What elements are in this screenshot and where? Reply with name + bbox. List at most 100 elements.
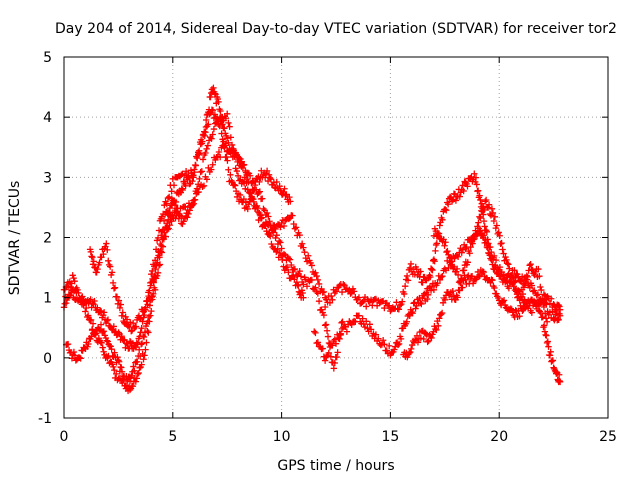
data-point — [540, 291, 548, 298]
data-point — [401, 282, 409, 290]
data-point — [94, 265, 101, 273]
data-point — [448, 255, 455, 262]
data-point — [314, 339, 322, 346]
data-point — [148, 307, 155, 315]
data-point — [151, 286, 159, 294]
data-point — [481, 198, 489, 205]
data-point — [214, 95, 221, 103]
data-point — [290, 272, 297, 279]
data-point — [540, 298, 548, 305]
data-point — [507, 305, 515, 312]
data-point — [110, 285, 118, 292]
data-point — [127, 319, 134, 326]
data-point — [189, 177, 196, 185]
data-point — [431, 258, 438, 265]
data-point — [83, 304, 90, 312]
data-point — [339, 318, 346, 325]
data-point — [256, 178, 263, 186]
data-point — [132, 344, 140, 351]
data-point — [535, 265, 542, 273]
data-point — [154, 259, 161, 266]
data-point — [480, 217, 488, 225]
data-point — [133, 375, 140, 382]
data-point — [113, 293, 121, 301]
data-point — [547, 295, 555, 302]
data-point — [436, 315, 443, 322]
data-point — [395, 306, 403, 313]
data-point — [98, 308, 105, 315]
data-point — [417, 299, 424, 307]
data-point — [277, 239, 284, 246]
data-point — [542, 315, 550, 322]
data-point — [478, 207, 485, 214]
data-point — [201, 132, 208, 140]
data-point — [525, 302, 533, 309]
data-point — [420, 335, 427, 343]
data-point — [202, 149, 209, 157]
data-point — [315, 280, 323, 288]
data-point — [445, 264, 452, 272]
data-point — [82, 308, 89, 315]
data-point — [267, 176, 275, 183]
data-point — [266, 229, 273, 237]
data-point — [424, 338, 431, 346]
data-point — [383, 347, 390, 354]
data-point — [267, 233, 274, 240]
data-point — [480, 268, 487, 276]
x-tick-label: 10 — [273, 429, 291, 445]
data-point — [103, 337, 110, 344]
data-point — [197, 168, 204, 176]
data-point — [245, 201, 252, 208]
data-point — [408, 308, 415, 316]
data-point — [427, 287, 435, 294]
data-point — [231, 153, 238, 160]
data-point — [491, 284, 498, 292]
data-point — [111, 349, 118, 356]
data-point — [435, 322, 442, 330]
data-point — [403, 272, 411, 280]
data-point — [430, 286, 438, 294]
data-point — [194, 154, 201, 162]
data-point — [143, 297, 150, 304]
data-point — [137, 315, 145, 322]
data-point — [350, 317, 358, 325]
data-point — [506, 265, 513, 272]
data-point — [273, 232, 280, 239]
data-point — [159, 226, 167, 233]
data-point — [399, 298, 406, 305]
data-point — [190, 197, 197, 204]
data-point — [466, 250, 473, 257]
data-point — [519, 307, 526, 315]
data-point — [195, 147, 203, 154]
data-point — [407, 348, 414, 356]
data-point — [191, 166, 198, 173]
data-point — [427, 273, 434, 281]
data-point — [488, 276, 495, 283]
data-point — [366, 321, 374, 328]
data-point — [236, 191, 244, 199]
data-point — [381, 341, 388, 348]
data-point — [504, 260, 511, 267]
data-point — [228, 141, 236, 149]
data-point — [516, 312, 523, 320]
data-point — [192, 161, 199, 169]
data-point — [488, 205, 496, 213]
data-point — [121, 336, 128, 344]
data-point — [143, 339, 150, 346]
data-point — [215, 148, 223, 156]
data-point — [256, 188, 264, 195]
data-point — [226, 123, 233, 130]
data-point — [443, 207, 450, 214]
data-point — [100, 348, 107, 355]
data-point — [61, 300, 68, 307]
data-point — [210, 84, 217, 92]
data-point — [359, 298, 366, 306]
grid-lines — [64, 57, 608, 418]
data-point — [88, 253, 95, 260]
data-point — [146, 287, 153, 294]
data-point — [119, 309, 126, 316]
data-point — [347, 290, 354, 297]
data-point — [152, 265, 159, 273]
data-point — [509, 273, 516, 280]
data-point — [185, 210, 192, 218]
